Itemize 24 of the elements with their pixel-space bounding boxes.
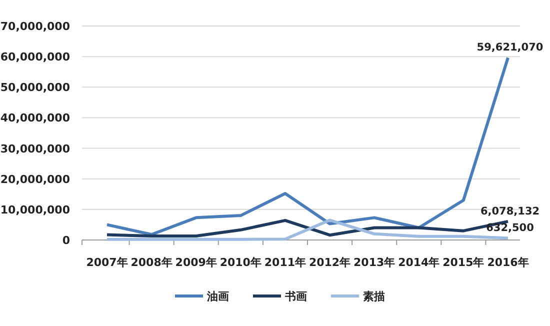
y-tick-label: 50,000,000	[0, 81, 70, 94]
x-tick-label: 2014年	[398, 256, 440, 269]
x-tick-label: 2012年	[308, 256, 351, 269]
y-tick-label: 40,000,000	[0, 112, 70, 125]
x-tick-label: 2015年	[442, 256, 484, 269]
y-tick-label: 0	[62, 234, 70, 247]
legend-label: 油画	[206, 290, 229, 303]
x-tick-label: 2011年	[264, 256, 306, 269]
y-tick-label: 70,000,000	[0, 20, 70, 33]
x-tick-label: 2009年	[175, 256, 217, 269]
x-tick-label: 2013年	[354, 256, 396, 269]
x-tick-label: 2007年	[86, 256, 128, 269]
data-label: 632,500	[486, 222, 534, 234]
x-tick-label: 2016年	[487, 256, 529, 269]
data-label: 6,078,132	[480, 205, 540, 218]
y-tick-label: 20,000,000	[0, 172, 70, 186]
data-label: 59,621,070	[476, 42, 544, 54]
x-tick-label: 2008年	[130, 256, 172, 269]
x-tick-label: 2010年	[220, 256, 262, 269]
y-tick-label: 60,000,000	[0, 50, 70, 64]
legend-label: 书画	[284, 290, 307, 303]
legend-label: 素描	[363, 290, 385, 303]
y-tick-label: 30,000,000	[0, 142, 70, 156]
y-tick-label: 10,000,000	[0, 203, 70, 216]
